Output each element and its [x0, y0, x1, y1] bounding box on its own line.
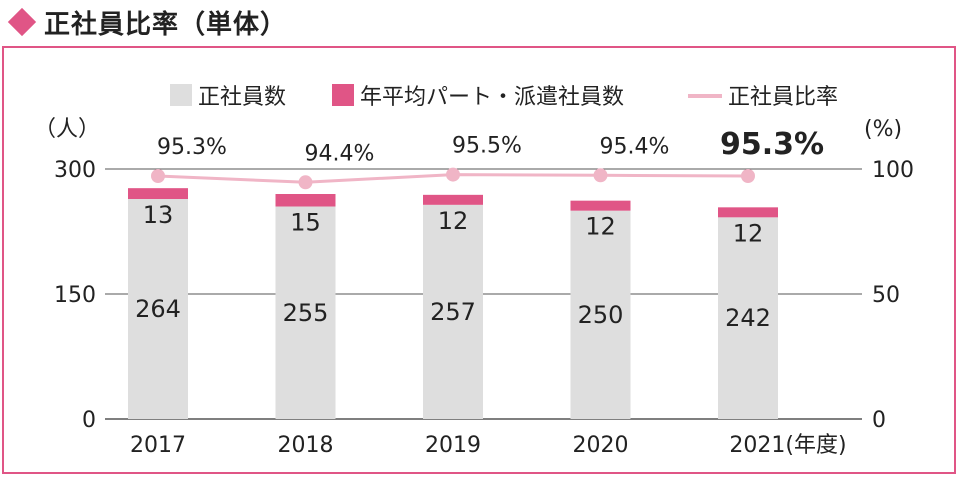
data-labels: 264 13 255 15 257 12 250 12 242 12 95.3% 94.4% 95.5%… [135, 127, 824, 332]
data-label-parttime: 15 [290, 209, 321, 237]
ratio-line [151, 167, 755, 190]
y-tick-left: 300 [54, 158, 96, 183]
legend-label-parttime: 年平均パート・派遣社員数 [360, 85, 624, 110]
data-label-regular: 242 [725, 304, 771, 332]
legend-label-regular: 正社員数 [198, 85, 286, 110]
bar-parttime [423, 194, 483, 205]
data-label-regular: 264 [135, 295, 181, 323]
chart-frame [2, 46, 956, 474]
ratio-point [593, 168, 608, 183]
bar-regular [718, 217, 778, 419]
data-label-parttime: 12 [585, 213, 616, 241]
x-tick-label: 2019 [425, 433, 481, 458]
data-label-parttime: 12 [733, 219, 764, 247]
x-tick-label: 2017 [130, 433, 186, 458]
ratio-label: 95.3% [157, 135, 227, 160]
data-label-parttime: 12 [438, 207, 469, 235]
bar-parttime [718, 207, 778, 218]
y-axis-left-label: （人） [34, 117, 100, 142]
y-axis-right-label: (%) [864, 117, 902, 142]
ratio-label: 95.4% [600, 134, 670, 159]
ratio-label: 94.4% [305, 141, 375, 166]
bar-regular [423, 204, 483, 419]
ratio-label: 95.5% [452, 134, 522, 159]
data-label-regular: 257 [430, 298, 476, 326]
y-tick-right: 50 [872, 283, 900, 308]
title-row: 正社員比率（単体） [4, 2, 287, 42]
data-label-parttime: 13 [143, 201, 174, 229]
x-tick-label: 2018 [278, 433, 334, 458]
y-tick-right: 100 [872, 158, 914, 183]
bar-parttime [570, 200, 631, 211]
data-label-regular: 250 [578, 301, 624, 329]
bar-regular [570, 210, 631, 419]
y-tick-left: 150 [54, 283, 96, 308]
y-tick-right: 0 [872, 408, 886, 433]
ratio-label: 95.3% [720, 127, 824, 162]
bar-regular [128, 199, 188, 419]
y-tick-left: 0 [82, 408, 96, 433]
axes: 0 150 300 0 50 100 2017 2018 2019 2020 2021(年度) [54, 158, 914, 458]
legend: 正社員数 年平均パート・派遣社員数 正社員比率 [170, 84, 838, 110]
bar-parttime [128, 188, 188, 199]
x-tick-label: 2020 [573, 433, 629, 458]
bar-parttime [275, 194, 336, 207]
page-title: 正社員比率（単体） [44, 9, 288, 40]
legend-label-ratio: 正社員比率 [728, 85, 838, 110]
bars [128, 188, 778, 419]
bar-regular [275, 206, 336, 419]
legend-swatch-regular [170, 84, 192, 106]
ratio-point [741, 169, 755, 183]
ratio-point [151, 169, 165, 183]
x-tick-label: 2021(年度) [729, 433, 846, 458]
ratio-point [298, 175, 313, 190]
legend-swatch-parttime [332, 84, 354, 106]
data-label-regular: 255 [283, 299, 329, 327]
ratio-point [446, 167, 460, 182]
